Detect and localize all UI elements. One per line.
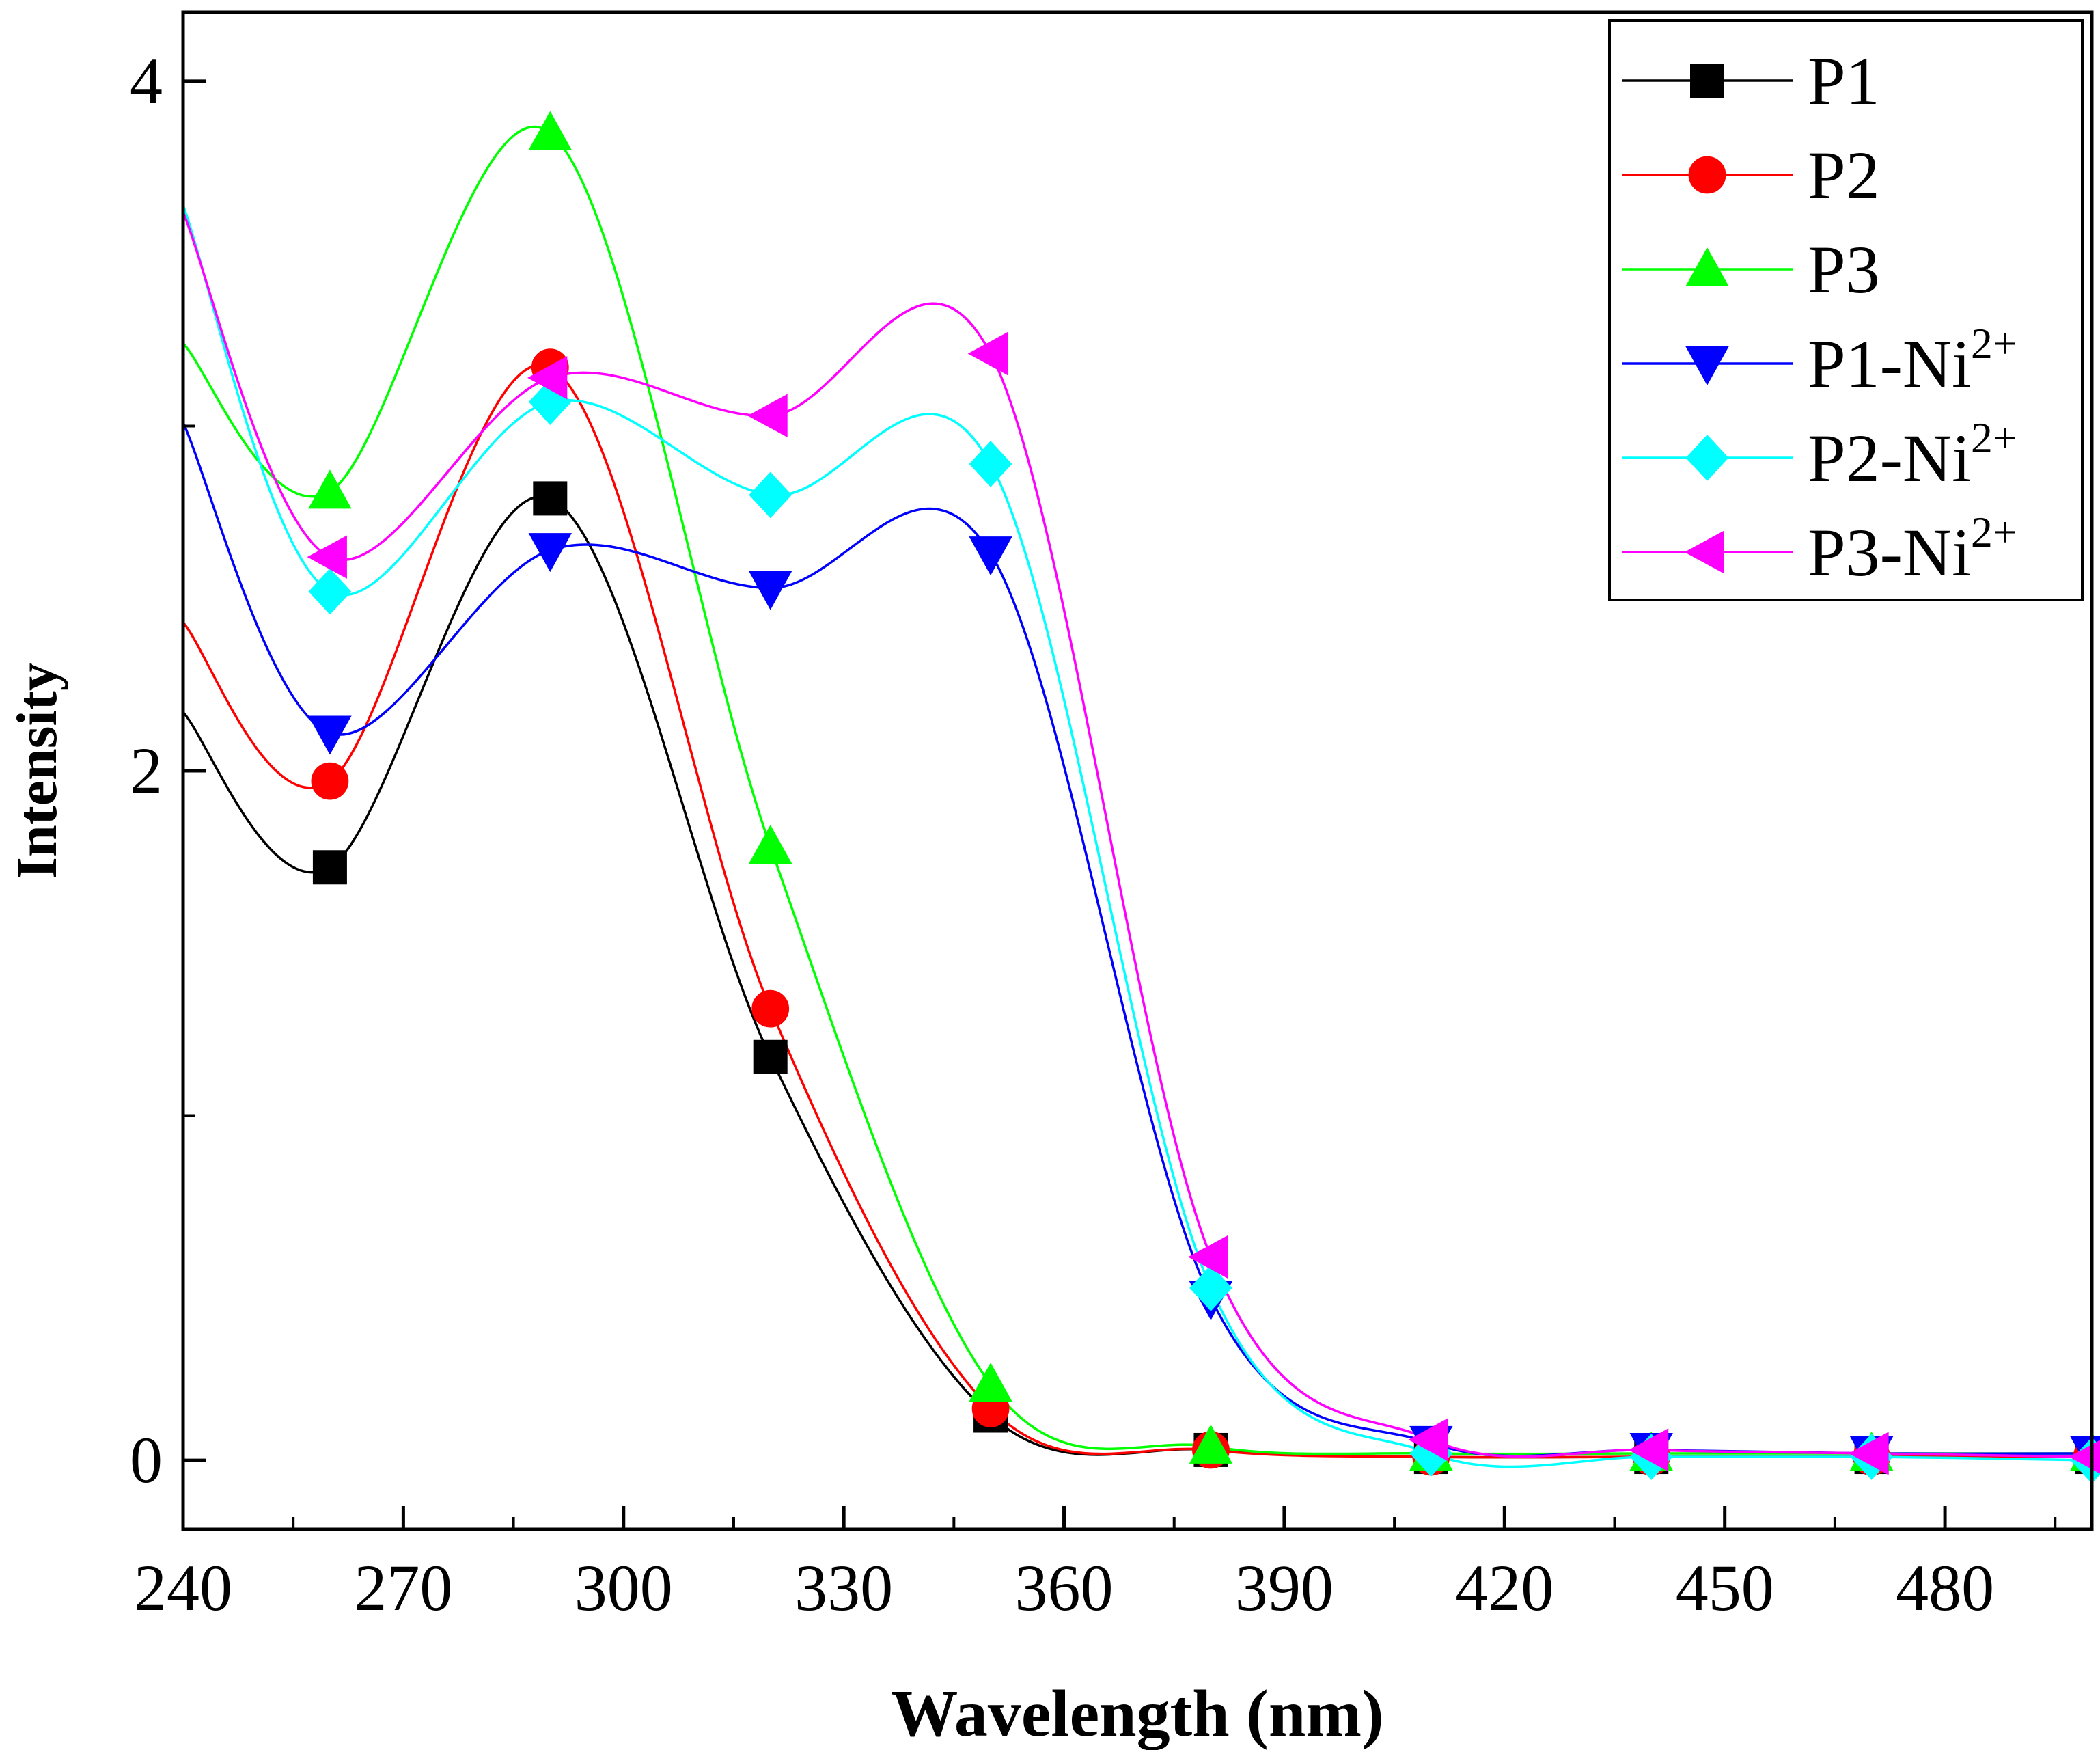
legend-marker (1688, 156, 1726, 194)
legend-marker (1684, 530, 1724, 574)
data-point (308, 715, 352, 755)
legend-label: P2-Ni2+ (1808, 413, 2017, 496)
data-point (533, 481, 568, 516)
data-point (967, 331, 1008, 376)
x-axis-title: Wavelength (nm) (891, 1677, 1383, 1750)
legend-marker (1685, 435, 1729, 481)
data-point (1188, 1235, 1228, 1279)
legend-label-base: P3 (1808, 232, 1880, 307)
data-point (307, 535, 347, 579)
y-tick-label: 4 (130, 44, 163, 118)
data-point (527, 356, 568, 400)
data-point (749, 471, 792, 519)
data-point (753, 1039, 788, 1074)
x-tick-label: 300 (575, 1551, 673, 1624)
x-tick-label: 390 (1235, 1551, 1334, 1624)
data-point (528, 533, 572, 573)
legend-label-superscript: 2+ (1971, 319, 2017, 368)
data-point (1189, 1424, 1233, 1464)
data-point (969, 1363, 1012, 1402)
y-tick-label: 0 (130, 1423, 163, 1496)
x-tick-label: 450 (1676, 1551, 1774, 1624)
data-point (1849, 1432, 1889, 1475)
legend-label: P3 (1808, 232, 1880, 307)
legend-label-base: P2 (1808, 137, 1880, 213)
legend-label-base: P2-Ni (1808, 420, 1971, 496)
legend-label-base: P3-Ni (1808, 515, 1971, 590)
data-point (308, 568, 352, 615)
data-point (1189, 1264, 1232, 1311)
legend-marker (1685, 247, 1729, 286)
x-tick-label: 360 (1015, 1551, 1114, 1624)
x-tick-label: 420 (1455, 1551, 1553, 1624)
data-point (969, 536, 1012, 576)
legend-label: P3-Ni2+ (1808, 508, 2017, 590)
x-tick-label: 240 (134, 1551, 232, 1624)
series-markers (307, 111, 2100, 1484)
data-point (969, 441, 1012, 487)
y-axis-title: Intensity (5, 662, 69, 879)
x-tick-label: 480 (1896, 1551, 1994, 1624)
legend-label-superscript: 2+ (1971, 508, 2017, 556)
data-point (528, 111, 572, 150)
y-axis: 0 2 4 (130, 44, 206, 1496)
legend-label: P1 (1808, 43, 1880, 119)
data-point (748, 571, 792, 610)
data-point (308, 469, 352, 509)
legend-marker (1685, 346, 1729, 386)
legend-label-superscript: 2+ (1971, 413, 2017, 462)
data-point (748, 824, 792, 864)
data-point (312, 850, 347, 885)
y-tick-label: 2 (130, 734, 163, 807)
data-point (1628, 1428, 1669, 1472)
data-point (1408, 1418, 1448, 1462)
legend-label: P1-Ni2+ (1808, 319, 2017, 402)
data-point (747, 394, 788, 437)
legend-label-base: P1-Ni (1808, 326, 1971, 402)
x-tick-label: 270 (354, 1551, 452, 1624)
legend-marker (1690, 64, 1724, 98)
legend-label-base: P1 (1808, 43, 1880, 119)
data-point (311, 762, 349, 800)
x-axis: 240 270 300 330 360 390 420 450 480 (134, 1506, 2057, 1624)
data-point (751, 989, 790, 1028)
legend-label: P2 (1808, 137, 1880, 213)
legend-box (1608, 19, 2084, 601)
x-tick-label: 330 (795, 1551, 893, 1624)
